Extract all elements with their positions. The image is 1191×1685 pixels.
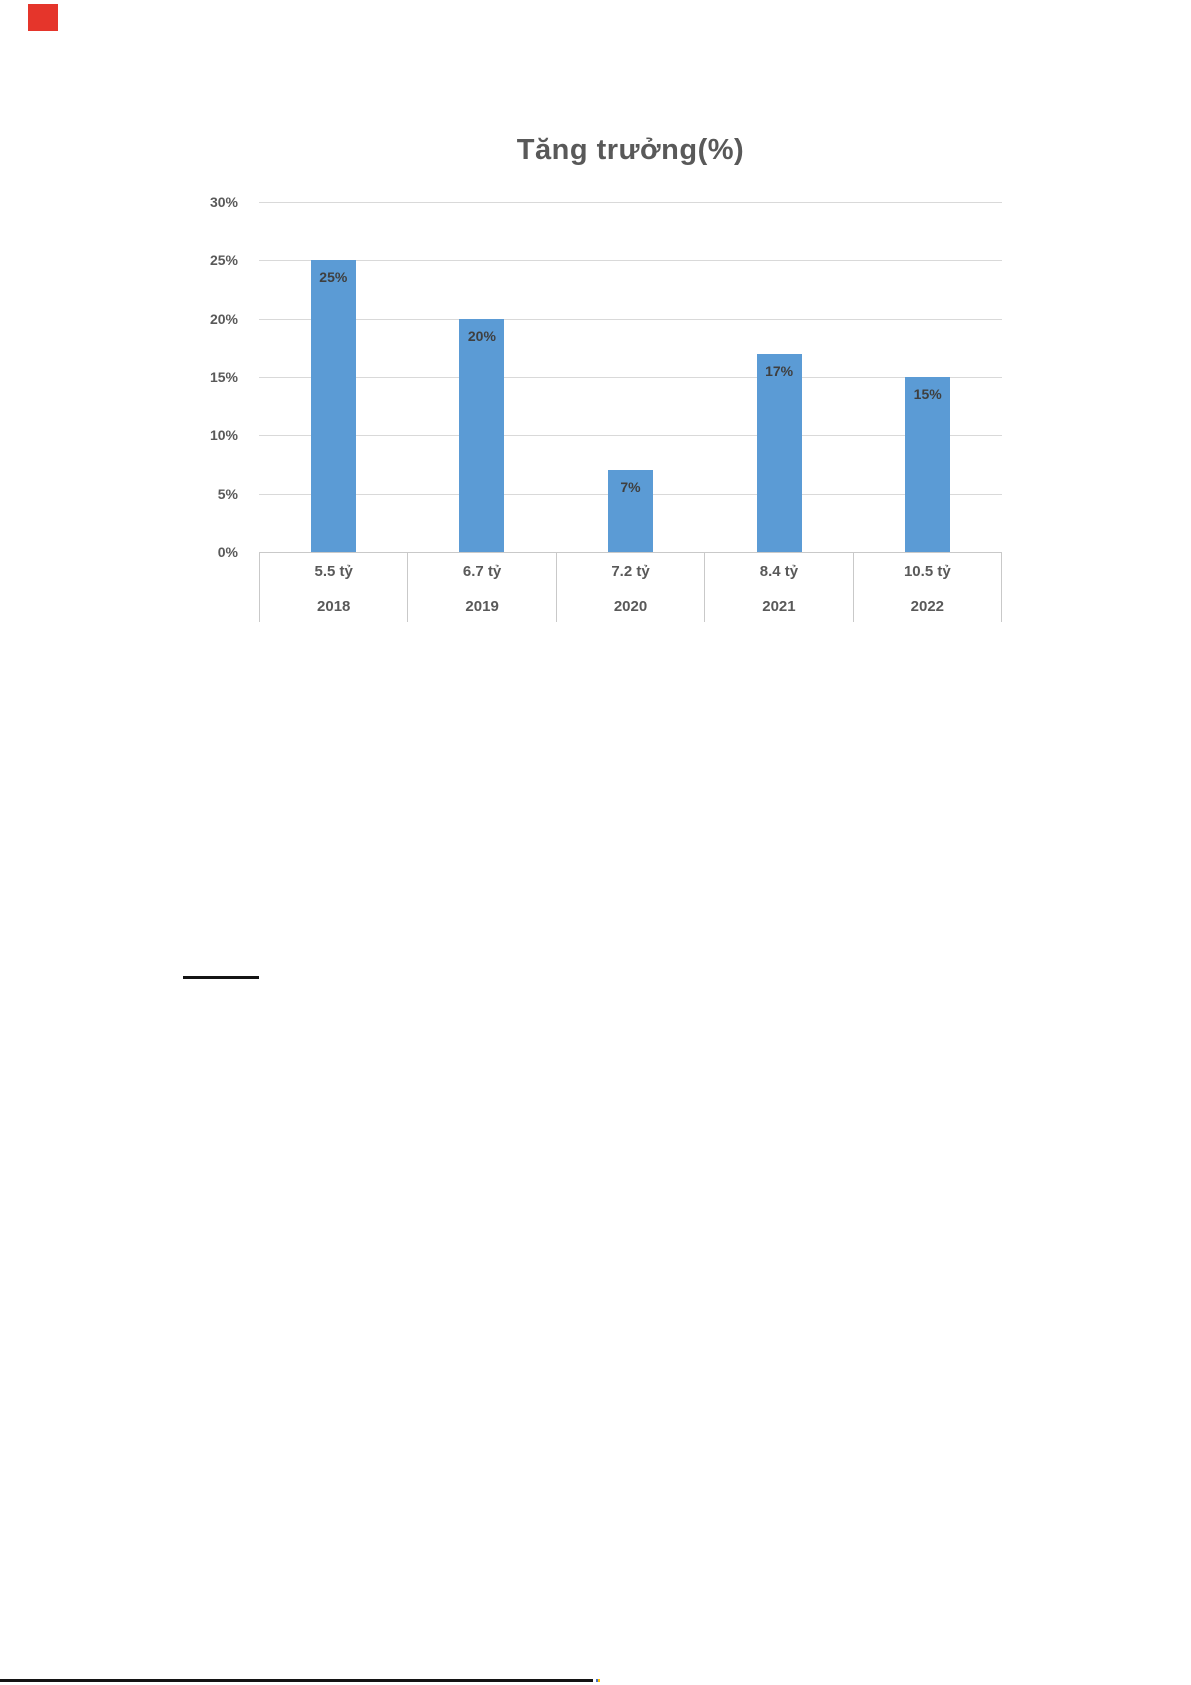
short-underline [183, 976, 259, 979]
bar [905, 377, 951, 552]
category-cell: 6.7 tỷ 2019 [407, 553, 555, 622]
gridline [259, 260, 1002, 262]
bar-data-label: 25% [319, 269, 348, 286]
y-tick-label: 25% [209, 252, 238, 269]
y-tick-label: 5% [217, 485, 238, 502]
y-tick-label: 30% [209, 194, 238, 210]
category-cell: 8.4 tỷ 2021 [704, 553, 852, 622]
gridline [259, 377, 1002, 378]
y-tick-label: 20% [209, 310, 238, 327]
category-value-label: 10.5 tỷ [903, 563, 951, 581]
bottom-rule-artifact-dot [596, 1679, 600, 1682]
category-year-label: 2018 [317, 597, 351, 615]
gridline [259, 318, 1002, 320]
gridline [259, 435, 1002, 437]
gridline [259, 202, 1002, 203]
category-year-label: 2019 [465, 597, 499, 615]
bar-data-label: 20% [467, 327, 496, 344]
y-tick-label: 0% [217, 544, 238, 560]
bar [756, 353, 802, 552]
category-value-label: 5.5 tỷ [314, 563, 353, 581]
bar [459, 318, 505, 552]
category-cell: 5.5 tỷ 2018 [259, 553, 407, 622]
category-value-label: 8.4 tỷ [759, 563, 799, 581]
category-value-label: 6.7 tỷ [462, 563, 502, 581]
category-value-label: 7.2 tỷ [611, 563, 650, 581]
bar [608, 470, 653, 552]
y-tick-label: 10% [209, 427, 238, 444]
category-year-label: 2020 [613, 597, 648, 615]
red-marker [28, 4, 58, 31]
category-axis-table: 5.5 tỷ 2018 6.7 tỷ 2019 7.2 tỷ 2020 8.4 tỷ 2021… [259, 552, 1003, 622]
bar-data-label: 15% [913, 386, 942, 402]
y-tick-label: 15% [209, 369, 238, 385]
category-cell: 10.5 tỷ 2022 [852, 553, 1003, 622]
bar [310, 260, 356, 552]
category-cell: 7.2 tỷ 2020 [555, 553, 704, 622]
bar-data-label: 17% [765, 362, 794, 379]
category-year-label: 2022 [910, 597, 945, 615]
bar-data-label: 7% [620, 479, 641, 496]
bottom-page-rule [0, 1679, 593, 1682]
chart-title: Tăng trưởng(%) [516, 134, 745, 166]
category-year-label: 2021 [762, 597, 796, 615]
